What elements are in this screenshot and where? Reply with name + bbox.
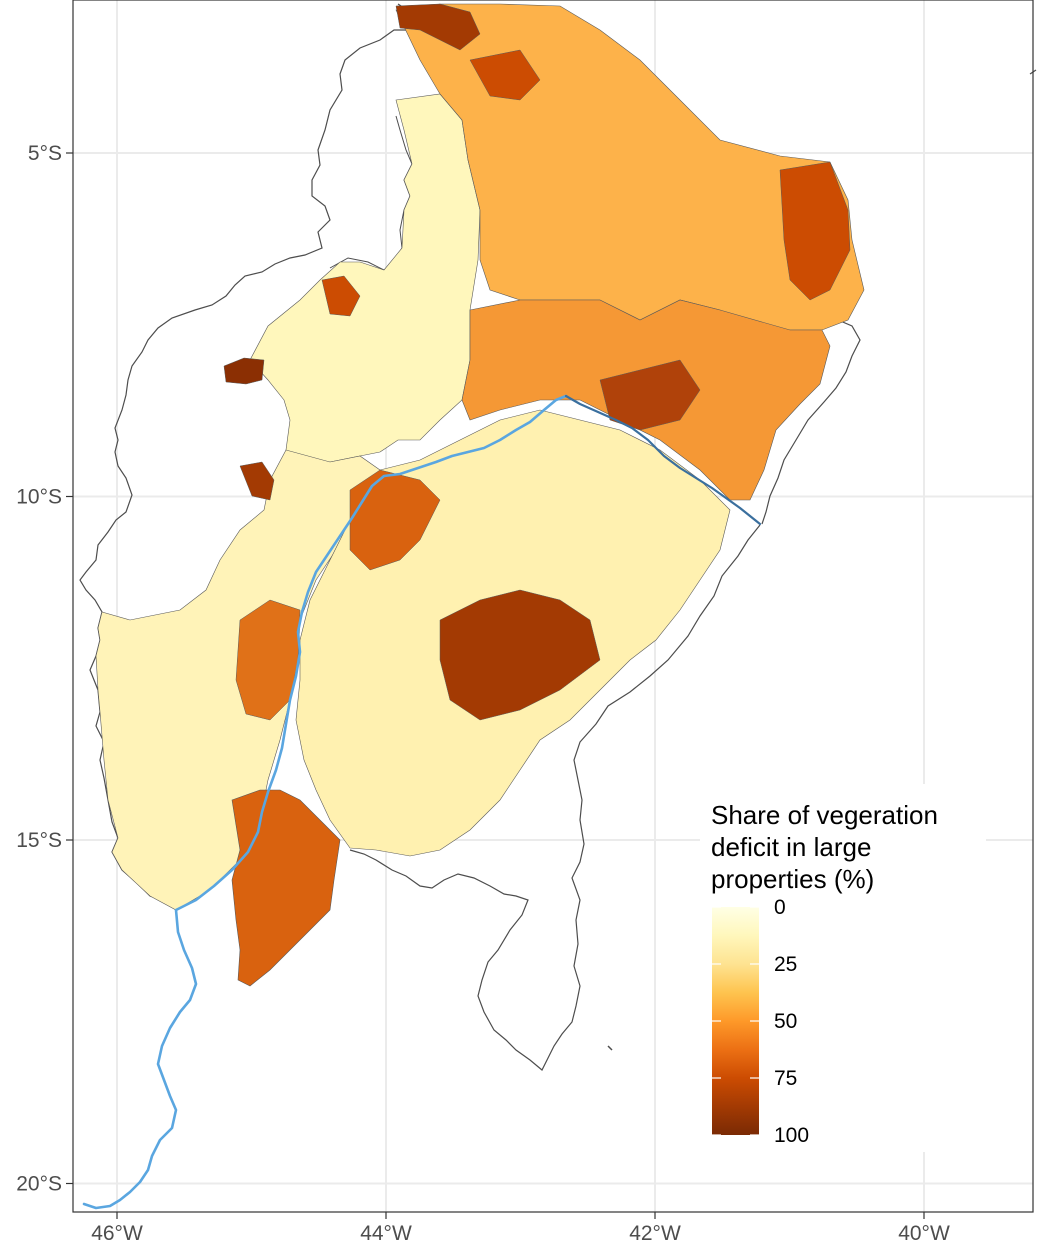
panel-border [72,0,1034,1213]
legend-title-line-1: Share of vegeration [711,800,938,830]
hotspot-ceara-central [469,49,541,101]
y-tick-label-2: 15°S [16,829,62,852]
sao-francisco-river [82,394,762,1210]
river-lower-course [564,394,762,526]
x-tick-label-2: 42°W [629,1222,681,1244]
hotspot-north-coast [395,3,481,51]
legend-break-label-2: 50 [774,1010,797,1033]
municipalities-piaui [249,93,481,463]
x-tick-label-0: 46°W [91,1222,143,1244]
y-axis: 5°S 10°S 15°S 20°S [16,142,73,1196]
hotspot-bahia-southcenter [439,589,601,721]
hotspot-pernambuco [599,359,701,431]
hotspot-maranhao-2 [239,461,275,501]
x-axis: 46°W44°W42°W40°W38°W36°W34°W [91,1212,950,1244]
x-tick-label-1: 44°W [360,1222,412,1244]
hotspot-east-coast [779,161,851,301]
legend-title-line-2: deficit in large [711,832,871,862]
legend-break-label-1: 25 [774,953,797,976]
river-upper-course [82,394,568,1210]
legend-break-label-0: 0 [774,896,786,919]
y-tick-label-0: 5°S [28,142,62,165]
hotspot-maranhao-1 [223,357,265,385]
hotspot-maranhao-3 [321,275,361,317]
legend-title-line-3: properties (%) [711,864,874,894]
hotspot-bahia-center [349,469,441,571]
legend-break-label-3: 75 [774,1067,797,1090]
legend-break-label-4: 100 [774,1124,809,1147]
y-tick-label-1: 10°S [16,486,62,509]
hotspot-clusters [223,3,851,721]
y-tick-label-3: 20°S [16,1173,62,1196]
x-tick-label-3: 40°W [898,1222,950,1244]
legend: Share of vegeration deficit in large pro… [700,784,986,1152]
municipalities-minas-north [231,789,341,987]
